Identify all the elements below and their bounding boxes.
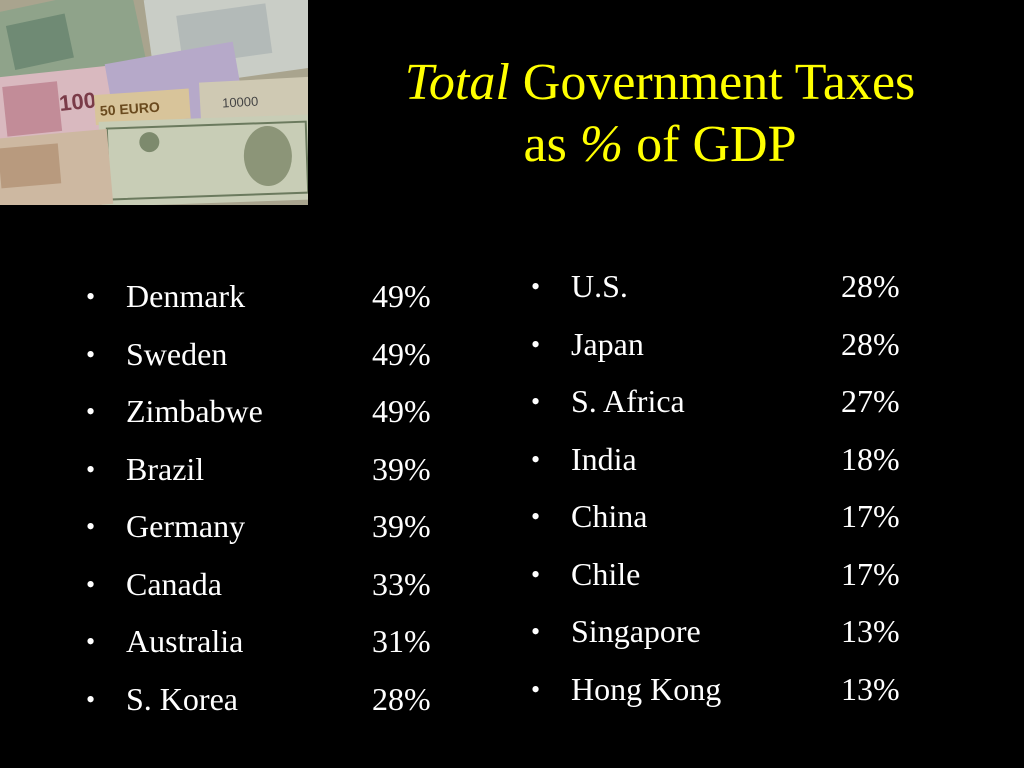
- bullet-icon: •: [86, 627, 96, 656]
- bullet-icon: •: [531, 387, 541, 416]
- tax-percentage: 31%: [372, 623, 431, 659]
- country-name: Sweden: [126, 335, 228, 372]
- bullet-icon: •: [86, 454, 96, 484]
- title-italic: Total: [404, 54, 510, 111]
- list-item: • Hong Kong 13%: [531, 661, 951, 719]
- tax-percentage: 33%: [372, 565, 431, 602]
- list-item: • Canada 33%: [86, 556, 466, 614]
- bullet-icon: •: [531, 329, 541, 359]
- country-name: Singapore: [571, 613, 701, 649]
- tax-percentage: 27%: [841, 383, 900, 419]
- list-item: • U.S. 28%: [531, 258, 951, 316]
- tax-percentage: 13%: [841, 613, 900, 649]
- banknote-text-100: 100: [58, 87, 97, 116]
- bullet-icon: •: [531, 559, 541, 589]
- right-country-list: • U.S. 28% • Japan 28% • S. Africa 27% • India 1…: [531, 258, 951, 718]
- bullet-icon: •: [86, 282, 96, 311]
- country-name: Denmark: [126, 278, 246, 314]
- bullet-icon: •: [531, 617, 541, 646]
- list-item: • Singapore 13%: [531, 603, 951, 661]
- list-item: • Chile 17%: [531, 546, 951, 604]
- country-name: Hong Kong: [571, 670, 722, 707]
- country-name: Japan: [571, 325, 644, 362]
- bullet-icon: •: [86, 397, 96, 426]
- list-item: • Japan 28%: [531, 316, 951, 374]
- country-name: Canada: [126, 565, 222, 602]
- tax-percentage: 17%: [841, 498, 900, 534]
- tax-percentage: 13%: [841, 670, 900, 707]
- tax-percentage: 28%: [841, 325, 900, 362]
- list-item: • Sweden 49%: [86, 326, 466, 384]
- bullet-icon: •: [86, 684, 96, 714]
- country-name: Germany: [126, 508, 246, 544]
- tax-percentage: 39%: [372, 450, 431, 487]
- bullet-icon: •: [531, 444, 541, 474]
- tax-percentage: 28%: [841, 268, 900, 304]
- title-line1: Government Taxes: [509, 54, 916, 111]
- tax-percentage: 49%: [372, 393, 431, 429]
- country-name: China: [571, 498, 648, 534]
- country-name: Australia: [126, 623, 244, 659]
- bullet-icon: •: [86, 512, 96, 541]
- banknotes-image: 100 50 EURO 10000: [0, 0, 308, 205]
- list-item: • Denmark 49%: [86, 268, 466, 326]
- title-line2-post: of GDP: [623, 116, 797, 173]
- tax-percentage: 17%: [841, 555, 900, 592]
- list-item: • China 17%: [531, 488, 951, 546]
- list-item: • Zimbabwe 49%: [86, 383, 466, 441]
- country-name: Brazil: [126, 450, 205, 487]
- list-item: • Germany 39%: [86, 498, 466, 556]
- bullet-icon: •: [86, 569, 96, 599]
- tax-percentage: 28%: [372, 680, 431, 717]
- title-line2-pre: as: [523, 116, 580, 173]
- list-item: • S. Africa 27%: [531, 373, 951, 431]
- tax-percentage: 18%: [841, 440, 900, 477]
- bullet-icon: •: [86, 339, 96, 369]
- left-country-list: • Denmark 49% • Sweden 49% • Zimbabwe 49% • Bra…: [86, 268, 466, 728]
- tax-percentage: 39%: [372, 508, 431, 544]
- bullet-icon: •: [531, 674, 541, 704]
- country-name: India: [571, 440, 637, 477]
- bullet-icon: •: [531, 502, 541, 531]
- title-line2-italic: %: [579, 116, 624, 173]
- tax-percentage: 49%: [372, 278, 431, 314]
- banknote-text-10000: 10000: [222, 94, 259, 111]
- list-item: • India 18%: [531, 431, 951, 489]
- country-name: S. Africa: [571, 383, 685, 419]
- banknote-text-euro: 50 EURO: [99, 99, 160, 119]
- tax-percentage: 49%: [372, 335, 431, 372]
- page-title: Total Government Taxes as % of GDP: [320, 52, 1000, 176]
- bullet-icon: •: [531, 272, 541, 301]
- country-name: U.S.: [571, 268, 628, 304]
- country-name: Chile: [571, 555, 641, 592]
- list-item: • S. Korea 28%: [86, 671, 466, 729]
- list-item: • Brazil 39%: [86, 441, 466, 499]
- list-item: • Australia 31%: [86, 613, 466, 671]
- country-name: S. Korea: [126, 680, 238, 717]
- country-name: Zimbabwe: [126, 393, 263, 429]
